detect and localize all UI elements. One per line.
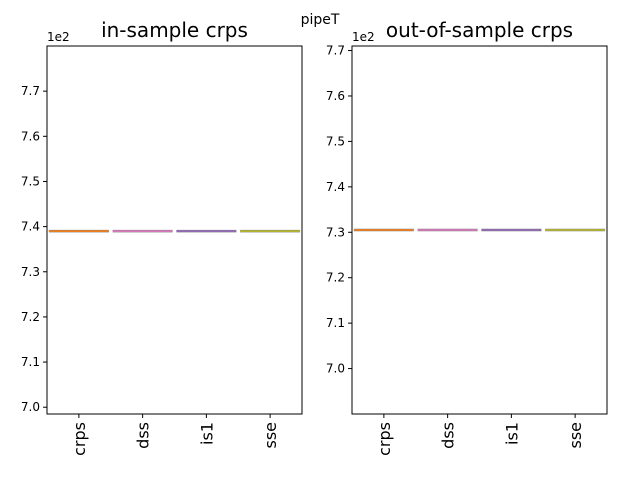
y-ticks: 7.0 7.1 7.2 7.3 7.4 7.5 7.6 7.7 — [21, 84, 47, 414]
x-tick-label: is1 — [502, 422, 521, 445]
y-tick-label: 7.3 — [21, 265, 40, 279]
y-tick-label: 7.6 — [21, 129, 40, 143]
y-tick-label: 7.6 — [326, 89, 345, 103]
plot-area — [351, 45, 608, 415]
x-tick-label: is1 — [197, 422, 216, 445]
x-ticks: crps dss is1 sse — [70, 414, 280, 456]
x-tick-label: dss — [439, 422, 458, 449]
panel-title: out-of-sample crps — [386, 18, 573, 42]
y-offset-label: 1e2 — [352, 30, 375, 44]
y-tick-label: 7.1 — [21, 355, 40, 369]
x-tick-label: crps — [70, 422, 89, 456]
x-tick-label: sse — [261, 422, 280, 449]
y-offset-label: 1e2 — [47, 30, 70, 44]
panel-in-sample: in-sample crps 1e2 7.0 7.1 7.2 7.3 7.4 7.5 7.6… — [21, 18, 303, 456]
y-tick-label: 7.4 — [326, 180, 345, 194]
y-tick-label: 7.7 — [21, 84, 40, 98]
panel-title: in-sample crps — [101, 18, 248, 42]
y-tick-label: 7.1 — [326, 316, 345, 330]
y-tick-label: 7.0 — [326, 362, 345, 376]
y-tick-label: 7.3 — [326, 225, 345, 239]
y-ticks: 7.0 7.1 7.2 7.3 7.4 7.5 7.6 7.7 — [326, 44, 352, 376]
figure-suptitle: pipeT — [301, 12, 340, 28]
y-tick-label: 7.4 — [21, 220, 40, 234]
y-tick-label: 7.7 — [326, 44, 345, 58]
y-tick-label: 7.2 — [21, 310, 40, 324]
y-tick-label: 7.0 — [21, 400, 40, 414]
y-tick-label: 7.5 — [21, 174, 40, 188]
y-tick-label: 7.5 — [326, 134, 345, 148]
x-tick-label: dss — [134, 422, 153, 449]
y-tick-label: 7.2 — [326, 271, 345, 285]
plot-area — [46, 45, 303, 415]
x-ticks: crps dss is1 sse — [375, 414, 585, 456]
panel-out-of-sample: out-of-sample crps 1e2 7.07.17.27.37.47.… — [326, 18, 608, 456]
x-tick-label: crps — [375, 422, 394, 456]
x-tick-label: sse — [566, 422, 585, 449]
